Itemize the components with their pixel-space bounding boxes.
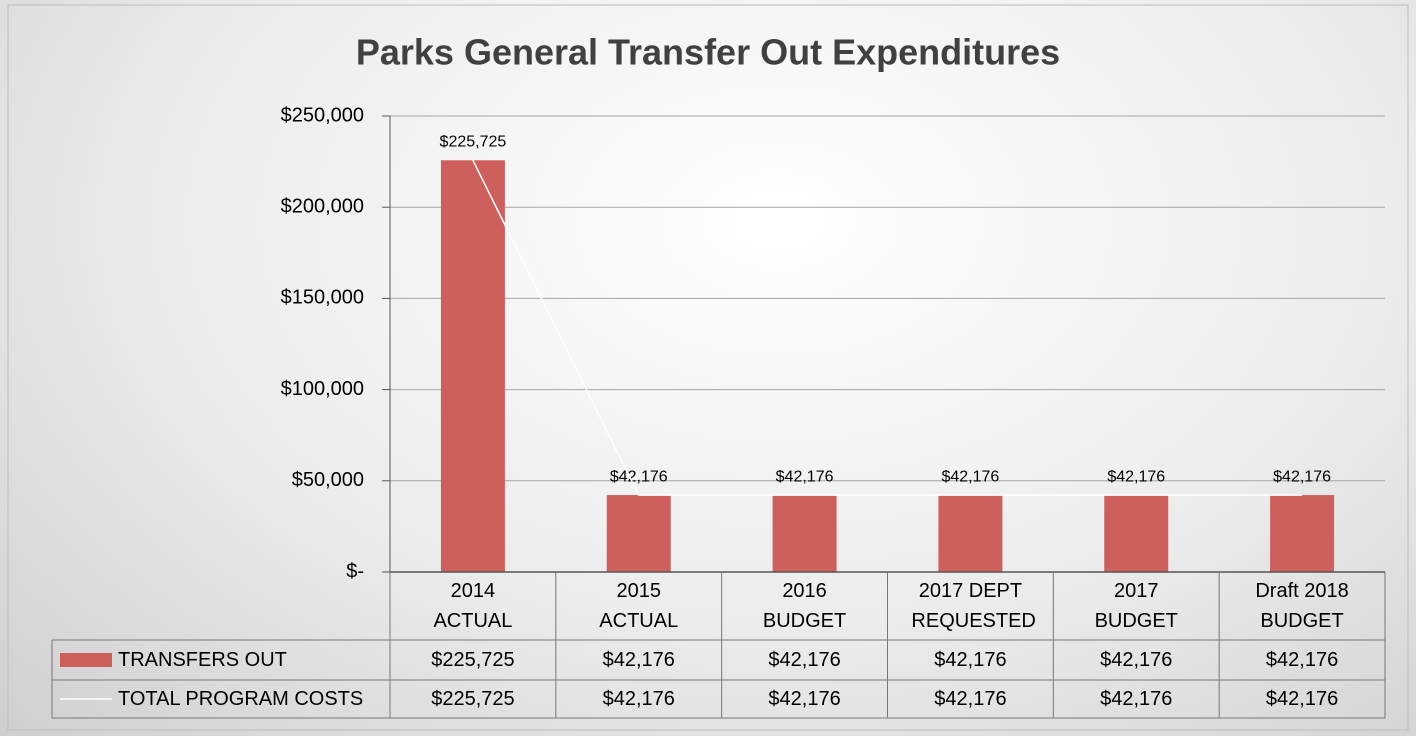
chart-title: Parks General Transfer Out Expenditures bbox=[356, 32, 1060, 73]
table-value-text: $225,725 bbox=[431, 648, 515, 671]
table-value: $42,176 bbox=[888, 680, 1054, 718]
bar bbox=[1104, 495, 1169, 572]
table-value: $42,176 bbox=[722, 680, 888, 718]
table-value-text: $42,176 bbox=[602, 687, 675, 710]
category-cell: 2015 ACTUAL bbox=[556, 572, 722, 640]
legend-label: TRANSFERS OUT bbox=[118, 640, 390, 680]
bar bbox=[938, 495, 1003, 572]
legend-label-text: TRANSFERS OUT bbox=[118, 648, 287, 671]
y-tick-label: $150,000 bbox=[281, 287, 364, 309]
data-label: $225,725 bbox=[440, 133, 507, 150]
line bbox=[472, 159, 1303, 496]
table-value-text: $42,176 bbox=[1265, 648, 1339, 671]
table-value: $42,176 bbox=[1219, 640, 1385, 680]
table-value-text: $225,725 bbox=[431, 687, 515, 710]
data-label: $42,176 bbox=[1107, 468, 1165, 485]
category-cell-text: 2017 DEPT REQUESTED bbox=[911, 580, 1036, 632]
legend-label-text: TOTAL PROGRAM COSTS bbox=[118, 687, 364, 710]
table-value: $42,176 bbox=[1053, 680, 1219, 718]
bar bbox=[772, 495, 837, 572]
category-cell: 2017 BUDGET bbox=[1053, 572, 1219, 640]
table-value-text: $42,176 bbox=[768, 648, 841, 671]
table-value-text: $42,176 bbox=[1265, 687, 1339, 710]
category-cell-text: 2017 BUDGET bbox=[1094, 580, 1178, 632]
category-cell: Draft 2018 BUDGET bbox=[1219, 572, 1385, 640]
table-value: $42,176 bbox=[1053, 640, 1219, 680]
table-value: $225,725 bbox=[390, 640, 556, 680]
data-label: $42,176 bbox=[1273, 468, 1331, 485]
table-value: $42,176 bbox=[556, 640, 722, 680]
table-value: $42,176 bbox=[556, 680, 722, 718]
table-value: $42,176 bbox=[1219, 680, 1385, 718]
category-cell: 2014 ACTUAL bbox=[390, 572, 556, 640]
category-cell: 2016 BUDGET bbox=[722, 572, 888, 640]
legend-label: TOTAL PROGRAM COSTS bbox=[118, 680, 390, 718]
y-tick-label: $50,000 bbox=[292, 469, 364, 491]
table-value-text: $42,176 bbox=[1100, 648, 1173, 671]
table-value: $42,176 bbox=[888, 640, 1054, 680]
category-cell-text: 2016 BUDGET bbox=[762, 580, 847, 632]
y-tick-label: $- bbox=[346, 560, 364, 582]
category-cell: 2017 DEPT REQUESTED bbox=[888, 572, 1054, 640]
table-value-text: $42,176 bbox=[602, 648, 675, 671]
table-value: $225,725 bbox=[390, 680, 556, 718]
category-cell-text: 2014 ACTUAL bbox=[433, 580, 513, 632]
data-label: $42,176 bbox=[776, 468, 834, 485]
y-tick-label: $200,000 bbox=[281, 195, 364, 217]
table-value-text: $42,176 bbox=[768, 687, 841, 710]
category-cell-text: 2015 ACTUAL bbox=[599, 580, 679, 632]
table-value-text: $42,176 bbox=[934, 648, 1007, 671]
chart-border bbox=[7, 4, 1409, 731]
table-value-text: $42,176 bbox=[934, 687, 1007, 710]
data-label: $42,176 bbox=[610, 468, 668, 485]
table-value-text: $42,176 bbox=[1100, 687, 1173, 710]
bar bbox=[1270, 495, 1335, 572]
y-tick-label: $250,000 bbox=[281, 104, 364, 126]
y-tick-label: $100,000 bbox=[281, 378, 364, 400]
data-label: $42,176 bbox=[941, 468, 999, 485]
bar bbox=[606, 495, 671, 572]
bar bbox=[440, 160, 505, 573]
table-value: $42,176 bbox=[722, 640, 888, 680]
legend-swatch bbox=[60, 653, 112, 667]
category-cell-text: Draft 2018 BUDGET bbox=[1255, 580, 1349, 632]
